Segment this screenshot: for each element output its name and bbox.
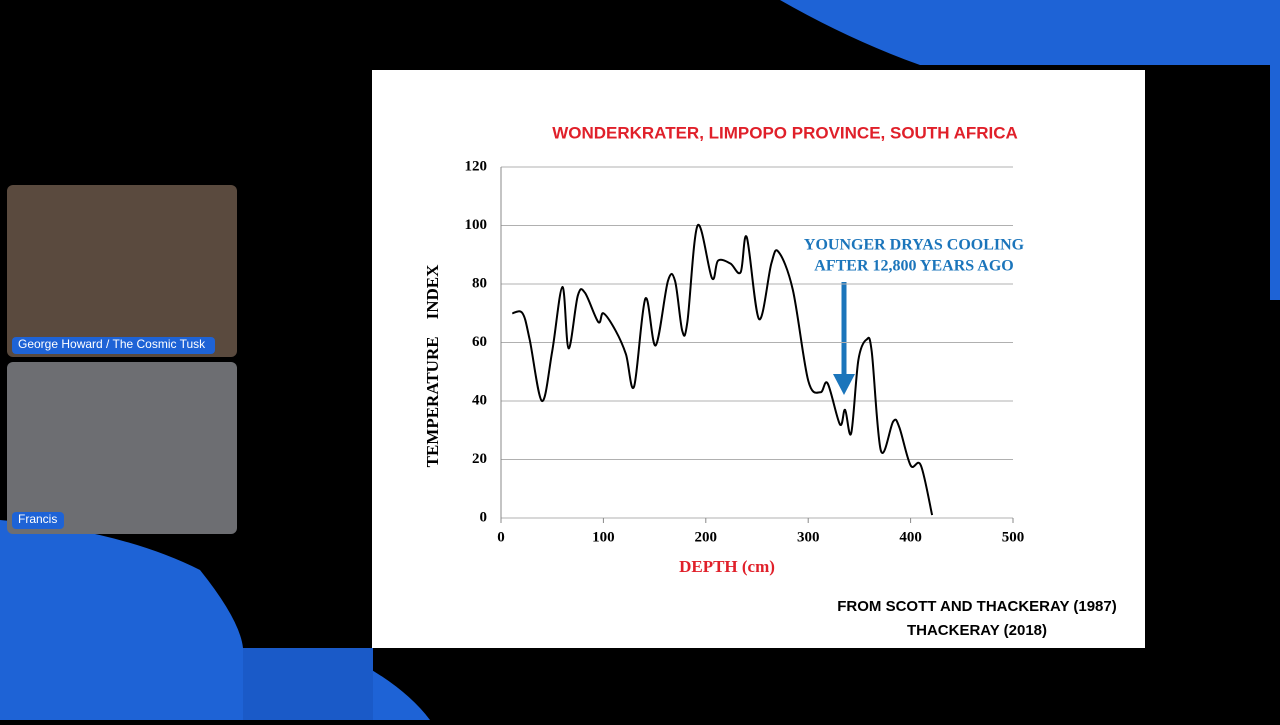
data-line	[512, 224, 934, 516]
video-tile	[7, 362, 237, 534]
y-tick-label: 80	[472, 275, 487, 291]
annotation: AFTER 12,800 YEARS AGO	[814, 258, 1013, 275]
name-badge	[12, 337, 215, 354]
y-tick-label: 120	[465, 158, 488, 174]
participant-name: George Howard / The Cosmic Tusk	[18, 337, 206, 351]
source: FROM SCOTT AND THACKERAY (1987)	[837, 598, 1116, 615]
x-tick-label: 300	[797, 529, 820, 545]
y-tick-label: 40	[472, 392, 487, 408]
y-tick-label: 60	[472, 334, 487, 350]
chart-title: WONDERKRATER, LIMPOPO PROVINCE, SOUTH AF…	[552, 123, 1018, 142]
y-tick-label: 100	[465, 217, 488, 233]
x-axis-label: DEPTH (cm)	[679, 557, 775, 576]
x-tick-label: 100	[592, 529, 615, 545]
decor-bottom2	[243, 648, 373, 720]
name-badge	[12, 512, 64, 529]
arrow-head	[833, 374, 855, 395]
x-tick-label: 0	[497, 529, 505, 545]
participant-name: Francis	[18, 512, 57, 526]
x-tick-label: 500	[1002, 529, 1025, 545]
decor-top	[780, 0, 1280, 300]
y-tick-label: 20	[472, 451, 487, 467]
annotation: YOUNGER DRYAS COOLING	[804, 237, 1025, 254]
x-tick-label: 400	[899, 529, 922, 545]
x-tick-label: 200	[695, 529, 718, 545]
source: THACKERAY (2018)	[907, 622, 1047, 639]
video-tile	[7, 185, 237, 357]
y-axis-label: TEMPERATURE INDEX	[423, 264, 442, 467]
y-tick-label: 0	[480, 509, 488, 525]
